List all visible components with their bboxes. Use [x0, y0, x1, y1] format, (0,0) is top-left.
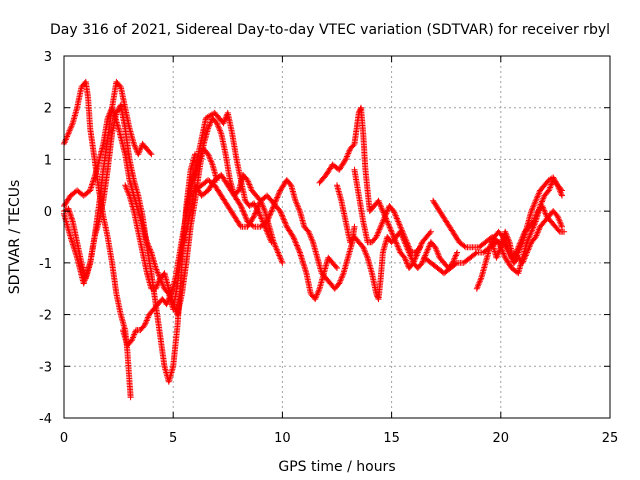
x-tick-label: 15 [383, 431, 400, 446]
plus-markers [489, 208, 565, 266]
y-axis-title: SDTVAR / TECUs [7, 180, 23, 295]
x-tick-label: 20 [493, 431, 510, 446]
plus-markers [351, 166, 423, 256]
x-tick-label: 25 [602, 431, 619, 446]
x-axis-title: GPS time / hours [278, 459, 395, 475]
plus-markers [181, 171, 358, 292]
plot-frame [63, 55, 611, 419]
series-trace-7 [181, 171, 358, 292]
plus-markers [192, 177, 340, 303]
y-axis: -4 -3 -2 -1 0 1 2 3 [39, 50, 610, 427]
x-tick-label: 0 [60, 431, 68, 446]
x-tick-label: 5 [169, 431, 177, 446]
y-tick-label: 2 [44, 102, 52, 117]
y-tick-label: -2 [39, 309, 52, 324]
data-series [61, 78, 568, 401]
series-trace-12 [430, 177, 565, 277]
y-tick-label: -3 [39, 360, 52, 375]
series-trace-9 [316, 104, 434, 271]
plus-markers [316, 104, 434, 271]
x-axis: 0 5 10 15 20 25 [60, 56, 618, 446]
y-tick-label: 0 [44, 205, 52, 220]
chart-title: Day 316 of 2021, Sidereal Day-to-day VTE… [50, 22, 610, 38]
y-tick-label: -1 [39, 257, 52, 272]
y-tick-label: -4 [39, 412, 52, 427]
plus-markers [430, 177, 565, 277]
series-trace-15 [489, 208, 565, 266]
x-tick-label: 10 [274, 431, 291, 446]
y-tick-label: 1 [44, 153, 52, 168]
y-tick-label: 3 [44, 50, 52, 65]
series-trace-11 [351, 166, 423, 256]
series-trace-8 [192, 177, 340, 303]
